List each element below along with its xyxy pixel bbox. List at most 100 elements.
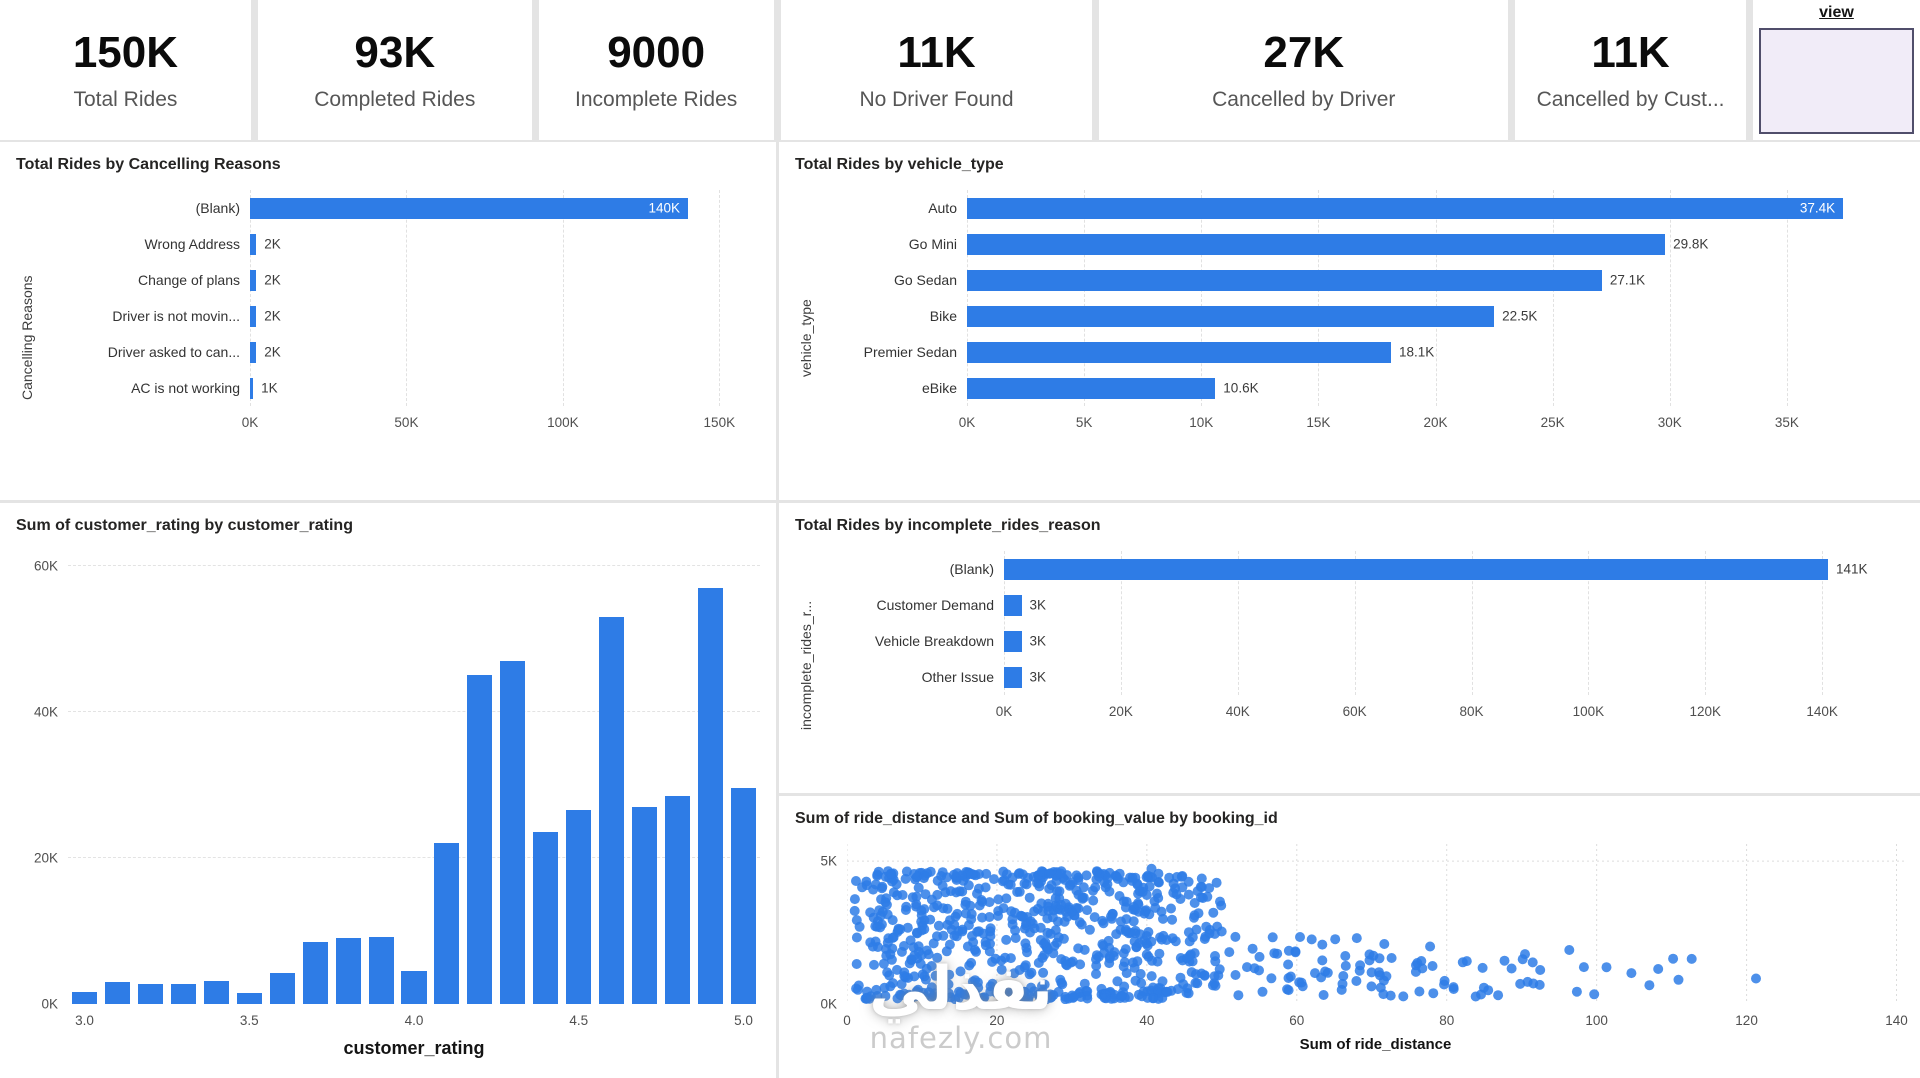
bar-rating-3.7[interactable] — [302, 941, 328, 1004]
kpi-card-incomplete-rides: 9000 Incomplete Rides — [538, 0, 774, 140]
category-label: Premier Sedan — [863, 344, 957, 360]
bar-value-label: 2K — [264, 272, 281, 288]
category-label: Go Mini — [908, 236, 957, 252]
kpi-value: 11K — [897, 28, 976, 77]
bar-premier-sedan[interactable]: 18.1K — [967, 341, 1434, 363]
bar-auto[interactable]: 37.4K — [967, 197, 1844, 219]
incomplete-rides-reason-chart: Total Rides by incomplete_rides_reason i… — [779, 503, 1920, 793]
y-axis-title: Cancelling Reasons — [19, 275, 35, 401]
bar-rating-4.6[interactable] — [599, 616, 625, 1004]
bar-rating-4.9[interactable] — [698, 587, 724, 1004]
cancelling-reasons-plot[interactable]: (Blank) Wrong Address Change of plans Drive… — [38, 190, 760, 486]
plot-area[interactable]: 140K 2K 2K 2K 2K 1K — [250, 190, 760, 406]
bar-rating-4.3[interactable] — [500, 660, 526, 1004]
cancelling-reasons-chart: Total Rides by Cancelling Reasons Cancel… — [0, 142, 776, 500]
bar-value-label: 3K — [1029, 669, 1047, 685]
category-label: Driver is not movin... — [112, 308, 240, 324]
y-axis: 0K 5K — [795, 844, 847, 1012]
bar-rating-4.4[interactable] — [533, 832, 559, 1004]
chart-title: Sum of ride_distance and Sum of booking_… — [795, 810, 1278, 827]
x-tick-label: 50K — [394, 415, 419, 430]
x-tick-label: 0K — [958, 415, 976, 430]
x-tick-label: 80K — [1459, 704, 1484, 719]
bar-rating-3.6[interactable] — [269, 972, 295, 1004]
gridline — [68, 710, 760, 712]
bar-rating-3.3[interactable] — [170, 983, 196, 1004]
category-label: AC is not working — [131, 380, 240, 396]
plot-area[interactable]: 37.4K 29.8K 27.1K 22.5K 18.1K 10.6K — [967, 190, 1904, 406]
gridline — [1201, 190, 1203, 406]
bar-rating-3.5[interactable] — [236, 993, 262, 1004]
x-tick-label: 4.0 — [404, 1013, 424, 1028]
bar-rating-3.9[interactable] — [368, 936, 394, 1004]
bar--blank-[interactable]: 141K — [1004, 558, 1868, 580]
kpi-card-cancelled-by-driver: 27K Cancelled by Driver — [1099, 0, 1509, 140]
plot-area[interactable]: 141K 3K 3K 3K — [1004, 551, 1904, 695]
x-tick-label: 140K — [1806, 704, 1838, 719]
gridline — [1435, 190, 1437, 406]
bar-rating-3[interactable] — [71, 991, 97, 1004]
y-axis-title: vehicle_type — [798, 299, 814, 377]
bar-row: 2K — [250, 226, 760, 262]
kpi-label: Total Rides — [73, 88, 178, 111]
ride-distance-scatter-chart: Sum of ride_distance and Sum of booking_… — [779, 796, 1920, 1078]
bar-ebike[interactable]: 10.6K — [967, 377, 1259, 399]
bar-ac-is-not-working[interactable]: 1K — [250, 377, 278, 399]
vehicle-type-plot[interactable]: Auto Go Mini Go Sedan Bike Premier Sedan eBik… — [817, 190, 1904, 486]
slicer-title[interactable]: view — [1819, 4, 1854, 21]
bar-other-issue[interactable]: 3K — [1004, 666, 1046, 688]
bar-value-label: 10.6K — [1223, 380, 1259, 396]
bar-row: 3K — [1004, 623, 1904, 659]
bar-rating-3.4[interactable] — [203, 981, 229, 1004]
kpi-card-completed-rides: 93K Completed Rides — [257, 0, 532, 140]
bar-row: 27.1K — [967, 262, 1904, 298]
bar-rating-3.1[interactable] — [104, 982, 130, 1004]
bar-rating-4.8[interactable] — [665, 795, 691, 1004]
bar-rating-4.2[interactable] — [467, 675, 493, 1004]
bar-customer-demand[interactable]: 3K — [1004, 594, 1046, 616]
bar-rating-5[interactable] — [731, 788, 757, 1004]
plot-area[interactable] — [847, 844, 1904, 1004]
bar-value-label: 27.1K — [1609, 272, 1646, 288]
bar-rating-4.1[interactable] — [434, 843, 460, 1004]
incomplete-rides-plot[interactable]: (Blank) Customer Demand Vehicle Breakdown O… — [817, 551, 1904, 779]
bar-change-of-plans[interactable]: 2K — [250, 269, 281, 291]
slicer-dropdown[interactable] — [1759, 28, 1914, 134]
gridline — [967, 190, 968, 406]
bar-vehicle-breakdown[interactable]: 3K — [1004, 630, 1046, 652]
bar-rating-3.8[interactable] — [335, 938, 361, 1004]
bar-value-label: 3K — [1029, 633, 1047, 649]
bar-rating-4[interactable] — [401, 971, 427, 1004]
chart-title: Sum of customer_rating by customer_ratin… — [16, 517, 353, 534]
plot-area[interactable] — [68, 551, 760, 1004]
customer-rating-plot[interactable]: 0K 20K 40K 60K 3.0 3.5 4.0 4.5 5.0 — [16, 551, 760, 1034]
gridline — [1004, 551, 1005, 695]
scatter-points[interactable] — [849, 863, 1761, 1004]
bar-driver-asked-to-can-[interactable]: 2K — [250, 341, 281, 363]
gridline — [1669, 190, 1671, 406]
bar-rating-4.7[interactable] — [632, 806, 658, 1004]
kpi-card-no-driver-found: 11K No Driver Found — [780, 0, 1093, 140]
bar-value-label: 140K — [648, 200, 681, 216]
x-tick-label: 15K — [1306, 415, 1331, 430]
y-tick-label: 5K — [820, 853, 837, 869]
x-tick-label: 3.5 — [239, 1013, 259, 1028]
category-label: Bike — [929, 308, 957, 324]
bar-rating-4.5[interactable] — [566, 810, 592, 1004]
bar-go-sedan[interactable]: 27.1K — [967, 269, 1645, 291]
bar-bike[interactable]: 22.5K — [967, 305, 1537, 327]
category-axis: (Blank) Customer Demand Vehicle Breakdown O… — [817, 551, 1004, 695]
category-label: Change of plans — [138, 272, 240, 288]
bar-rating-3.2[interactable] — [137, 983, 163, 1004]
y-tick-label: 60K — [33, 558, 58, 574]
bar-row: 141K — [1004, 551, 1904, 587]
bar-driver-is-not-movin-[interactable]: 2K — [250, 305, 281, 327]
kpi-label: Cancelled by Driver — [1212, 88, 1396, 111]
bar-wrong-address[interactable]: 2K — [250, 233, 281, 255]
bar--blank-[interactable]: 140K — [250, 197, 689, 219]
category-label: Go Sedan — [893, 272, 957, 288]
scatter-svg[interactable] — [847, 844, 1904, 1004]
bar-go-mini[interactable]: 29.8K — [967, 233, 1708, 255]
scatter-area[interactable]: 0K 5K 0 20 40 60 80 100 120 140 — [795, 844, 1908, 1034]
kpi-row: 150K Total Rides 93K Completed Rides 900… — [0, 0, 1920, 140]
